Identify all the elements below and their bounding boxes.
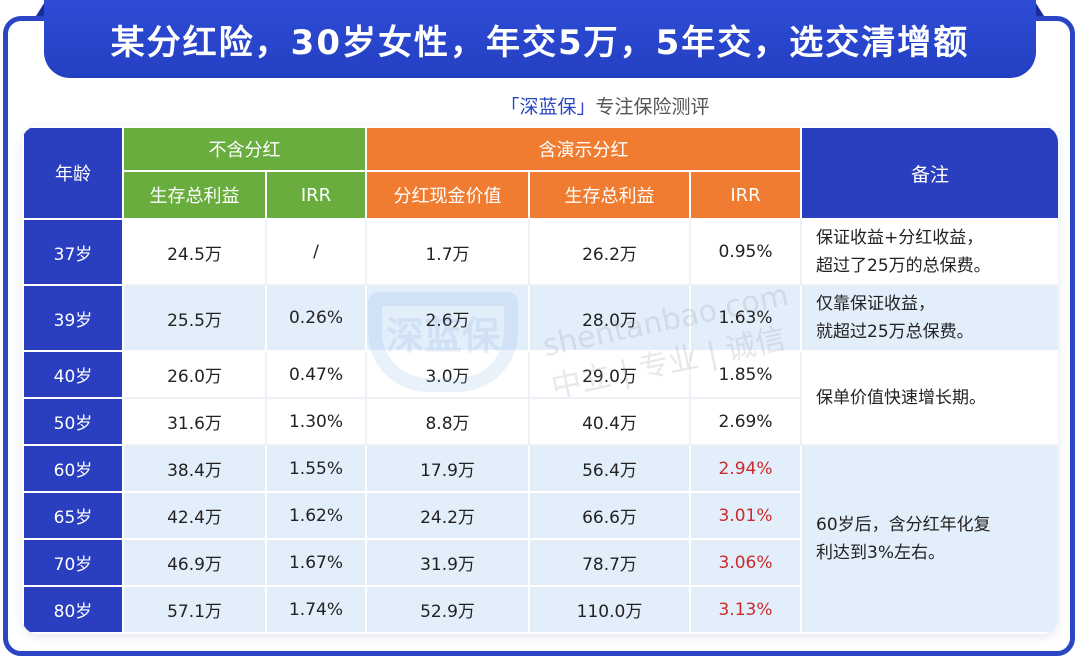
table-row: 80岁 57.1万 1.74% 52.9万 110.0万 3.13% — [22, 585, 1058, 634]
no-div-irr-cell: 1.30% — [265, 397, 367, 446]
note-line: 60岁后，含分红年化复 — [816, 515, 991, 535]
header-no-div-total: 生存总利益 — [122, 170, 267, 220]
div-cash-cell: 3.0万 — [365, 350, 530, 399]
no-div-irr-cell: 1.67% — [265, 538, 367, 587]
table-row: 60岁 38.4万 1.55% 17.9万 56.4万 2.94% 60岁后，含… — [22, 444, 1058, 634]
header-div-total: 生存总利益 — [528, 170, 691, 220]
div-cash-cell: 31.9万 — [365, 538, 530, 587]
brand-tagline: 专注保险测评 — [595, 96, 710, 118]
no-div-irr-cell: 1.55% — [265, 444, 367, 493]
note-cell: 60岁后，含分红年化复 利达到3%左右。 — [800, 444, 1058, 634]
div-total-cell: 110.0万 — [528, 585, 691, 634]
page-title: 某分红险，30岁女性，年交5万，5年交，选交清增额 — [110, 22, 970, 63]
no-div-total-cell: 25.5万 — [122, 284, 267, 352]
div-total-cell: 29.0万 — [528, 350, 691, 399]
div-total-cell: 28.0万 — [528, 284, 691, 352]
no-div-total-cell: 46.9万 — [122, 538, 267, 587]
no-div-total-cell: 38.4万 — [122, 444, 267, 493]
age-cell: 60岁 — [22, 444, 124, 493]
table-row: 39岁 25.5万 0.26% 2.6万 28.0万 1.63% 仅靠保证收益，… — [22, 284, 1058, 352]
table-row: 37岁 24.5万 / 1.7万 26.2万 0.95% 保证收益+分红收益， … — [22, 218, 1058, 286]
age-cell: 39岁 — [22, 284, 124, 352]
table-row: 70岁 46.9万 1.67% 31.9万 78.7万 3.06% — [22, 538, 1058, 587]
no-div-irr-cell: / — [265, 218, 367, 286]
div-irr-cell: 3.06% — [688, 538, 803, 587]
div-total-cell: 40.4万 — [528, 397, 691, 446]
note-cell: 保单价值快速增长期。 — [800, 350, 1058, 446]
div-total-cell: 56.4万 — [528, 444, 691, 493]
no-div-total-cell: 42.4万 — [122, 491, 267, 540]
div-irr-cell: 2.94% — [688, 444, 803, 493]
age-cell: 65岁 — [22, 491, 124, 540]
div-irr-cell: 3.13% — [688, 585, 803, 634]
banner-fold-left — [36, 0, 46, 16]
table-row: 50岁 31.6万 1.30% 8.8万 40.4万 2.69% — [22, 397, 1058, 446]
comparison-table: 年龄 不含分红 含演示分红 备注 生存总利益 IRR 分红现金价值 生存总利益 … — [22, 126, 1058, 634]
header-div-cash-value: 分红现金价值 — [365, 170, 530, 220]
header-no-div-irr: IRR — [265, 170, 367, 220]
header-notes: 备注 — [800, 126, 1058, 220]
note-line: 超过了25万的总保费。 — [816, 256, 991, 276]
header-row-2: 生存总利益 IRR 分红现金价值 生存总利益 IRR — [23, 170, 1058, 220]
div-irr-cell: 1.63% — [688, 284, 803, 352]
div-total-cell: 26.2万 — [528, 218, 691, 286]
div-cash-cell: 17.9万 — [365, 444, 530, 493]
no-div-total-cell: 31.6万 — [122, 397, 267, 446]
div-irr-cell: 2.69% — [688, 397, 803, 446]
note-line: 保单价值快速增长期。 — [816, 388, 987, 408]
no-div-irr-cell: 0.26% — [265, 284, 367, 352]
div-cash-cell: 1.7万 — [365, 218, 530, 286]
age-cell: 37岁 — [22, 218, 124, 286]
header-age: 年龄 — [22, 126, 124, 220]
age-cell: 40岁 — [22, 350, 124, 399]
no-div-total-cell: 57.1万 — [122, 585, 267, 634]
div-cash-cell: 8.8万 — [365, 397, 530, 446]
no-div-irr-cell: 0.47% — [265, 350, 367, 399]
banner-fold-right — [1034, 0, 1044, 16]
div-irr-cell: 1.85% — [688, 350, 803, 399]
age-cell: 50岁 — [22, 397, 124, 446]
note-line: 保证收益+分红收益， — [816, 228, 984, 248]
comparison-table-container: 年龄 不含分红 含演示分红 备注 生存总利益 IRR 分红现金价值 生存总利益 … — [22, 126, 1058, 634]
table-row: 40岁 26.0万 0.47% 3.0万 29.0万 1.85% 保单价值快速增… — [22, 350, 1058, 446]
age-cell: 80岁 — [22, 585, 124, 634]
div-cash-cell: 24.2万 — [365, 491, 530, 540]
note-line: 利达到3%左右。 — [816, 543, 946, 563]
note-line: 就超过25万总保费。 — [816, 322, 974, 342]
table-row: 65岁 42.4万 1.62% 24.2万 66.6万 3.01% — [22, 491, 1058, 540]
no-div-total-cell: 24.5万 — [122, 218, 267, 286]
div-cash-cell: 52.9万 — [365, 585, 530, 634]
header-row-1: 年龄 不含分红 含演示分红 备注 — [22, 126, 1058, 220]
note-line: 仅靠保证收益， — [816, 294, 936, 314]
div-cash-cell: 2.6万 — [365, 284, 530, 352]
note-cell: 仅靠保证收益， 就超过25万总保费。 — [800, 284, 1058, 352]
age-cell: 70岁 — [22, 538, 124, 587]
no-div-irr-cell: 1.74% — [265, 585, 367, 634]
note-cell: 保证收益+分红收益， 超过了25万的总保费。 — [800, 218, 1058, 286]
brand-name: 「深蓝保」 — [500, 96, 596, 118]
subtitle: 「深蓝保」专注保险测评 — [0, 92, 1080, 119]
no-div-total-cell: 26.0万 — [122, 350, 267, 399]
no-div-irr-cell: 1.62% — [265, 491, 367, 540]
header-group-with-dividend: 含演示分红 — [364, 126, 803, 172]
title-banner: 某分红险，30岁女性，年交5万，5年交，选交清增额 — [44, 0, 1036, 78]
header-div-irr: IRR — [688, 170, 803, 220]
div-total-cell: 78.7万 — [528, 538, 691, 587]
header-group-no-dividend: 不含分红 — [122, 126, 367, 172]
div-total-cell: 66.6万 — [528, 491, 691, 540]
div-irr-cell: 3.01% — [688, 491, 803, 540]
div-irr-cell: 0.95% — [688, 218, 803, 286]
